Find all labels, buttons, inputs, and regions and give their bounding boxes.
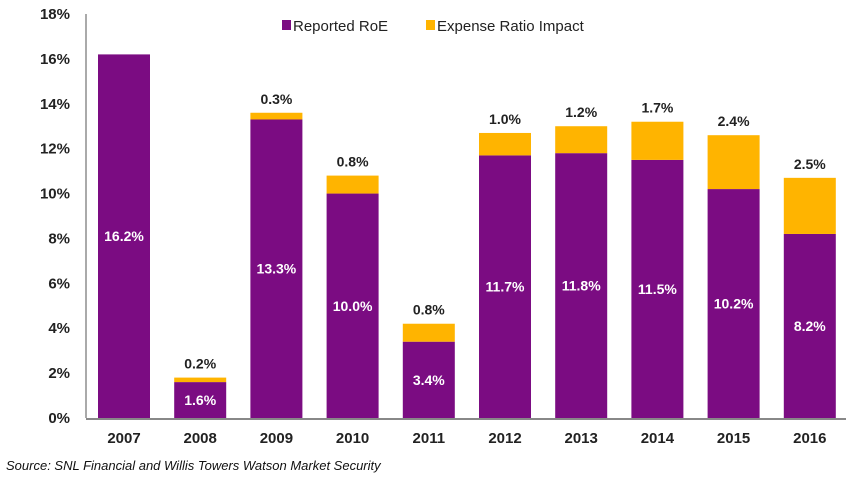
- x-tick-label: 2014: [641, 430, 675, 447]
- data-label-reported-roe: 8.2%: [794, 318, 826, 334]
- data-label-expense-ratio: 0.2%: [184, 356, 216, 372]
- y-tick-label: 8%: [48, 230, 70, 247]
- x-tick-label: 2015: [717, 430, 750, 447]
- y-tick-label: 12%: [40, 141, 70, 158]
- bar-reported-roe: [402, 341, 455, 418]
- data-label-reported-roe: 11.7%: [486, 279, 525, 295]
- bar-expense-ratio-impact: [326, 175, 379, 194]
- bar-reported-roe: [631, 159, 684, 418]
- bar-reported-roe: [98, 54, 150, 419]
- x-tick-label: 2007: [107, 430, 140, 447]
- y-tick-label: 6%: [48, 275, 70, 292]
- y-tick-label: 4%: [48, 320, 70, 337]
- legend-swatch-expense-ratio: [426, 20, 435, 30]
- y-tick-label: 2%: [48, 365, 70, 382]
- y-tick-label: 0%: [48, 410, 70, 427]
- data-label-expense-ratio: 1.0%: [489, 111, 521, 127]
- data-label-reported-roe: 11.5%: [638, 281, 677, 297]
- bar-expense-ratio-impact: [479, 132, 531, 156]
- y-tick-label: 10%: [40, 186, 70, 203]
- legend-label-reported-roe: Reported RoE: [293, 18, 388, 35]
- data-label-expense-ratio: 2.4%: [718, 113, 750, 129]
- data-label-expense-ratio: 1.7%: [641, 100, 673, 116]
- data-label-expense-ratio: 2.5%: [794, 156, 826, 172]
- bar-expense-ratio-impact: [402, 323, 455, 342]
- x-tick-label: 2010: [336, 430, 369, 447]
- bar-reported-roe: [555, 153, 608, 418]
- x-tick-label: 2013: [565, 430, 598, 447]
- bar-expense-ratio-impact: [250, 112, 303, 120]
- y-tick-label: 16%: [40, 51, 70, 68]
- y-tick-label: 14%: [40, 96, 70, 113]
- bar-reported-roe: [250, 119, 303, 418]
- legend-swatch-reported-roe: [282, 20, 291, 30]
- data-label-expense-ratio: 0.3%: [260, 91, 292, 107]
- bar-expense-ratio-impact: [174, 377, 227, 383]
- bar-expense-ratio-impact: [555, 126, 608, 154]
- bar-reported-roe: [174, 382, 227, 418]
- data-label-expense-ratio: 0.8%: [413, 302, 445, 318]
- source-note: Source: SNL Financial and Willis Towers …: [6, 458, 381, 473]
- data-label-reported-roe: 16.2%: [104, 228, 144, 244]
- bar-reported-roe: [783, 233, 836, 418]
- x-tick-label: 2008: [184, 430, 217, 447]
- data-label-expense-ratio: 0.8%: [337, 154, 369, 170]
- data-label-reported-roe: 3.4%: [413, 372, 445, 388]
- bar-expense-ratio-impact: [631, 121, 684, 160]
- bar-reported-roe: [326, 193, 379, 418]
- legend-label-expense-ratio: Expense Ratio Impact: [437, 18, 585, 35]
- y-tick-label: 18%: [40, 6, 70, 23]
- data-label-reported-roe: 10.2%: [714, 296, 754, 312]
- data-label-expense-ratio: 1.2%: [565, 104, 597, 120]
- bar-expense-ratio-impact: [783, 177, 836, 234]
- data-label-reported-roe: 10.0%: [333, 298, 373, 314]
- x-tick-label: 2012: [488, 430, 521, 447]
- x-tick-label: 2016: [793, 430, 826, 447]
- x-tick-label: 2009: [260, 430, 293, 447]
- data-label-reported-roe: 1.6%: [184, 392, 216, 408]
- bar-reported-roe: [479, 155, 531, 418]
- x-tick-label: 2011: [413, 430, 446, 447]
- bar-reported-roe: [707, 189, 760, 418]
- bar-expense-ratio-impact: [707, 135, 760, 190]
- data-label-reported-roe: 13.3%: [257, 261, 297, 277]
- data-label-reported-roe: 11.8%: [562, 278, 601, 294]
